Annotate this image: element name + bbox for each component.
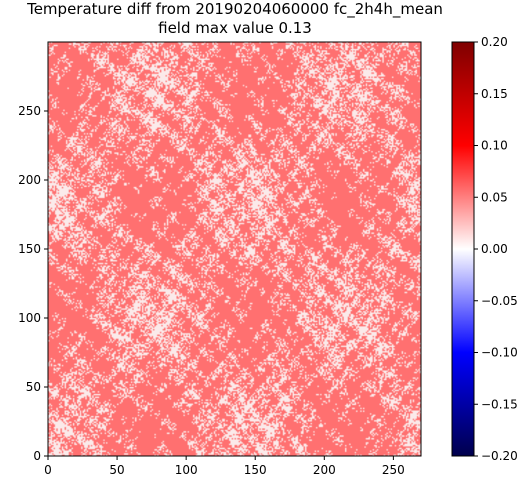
- x-tick-label: 100: [175, 463, 198, 477]
- x-tick-label: 150: [244, 463, 267, 477]
- y-tick-label: 250: [18, 104, 41, 118]
- heatmap-cells: [48, 42, 421, 456]
- colorbar-tick-label: −0.05: [481, 294, 518, 308]
- colorbar-tick-label: 0.15: [481, 87, 508, 101]
- colorbar-tick-label: 0.10: [481, 139, 508, 153]
- y-axis: 0 50 100 150 200 250: [18, 104, 48, 463]
- colorbar: 0.20 0.15 0.10 0.05 0.00 −0.05 −0.10 −0.15 −0.20: [451, 35, 518, 463]
- heatmap-plot: [47, 41, 422, 457]
- colorbar-tick-label: −0.20: [481, 449, 518, 463]
- colorbar-tick-label: 0.20: [481, 35, 508, 49]
- colorbar-tick-label: −0.15: [481, 397, 518, 411]
- chart-title: Temperature diff from 20190204060000 fc_…: [27, 0, 443, 18]
- x-axis: 0 50 100 150 200 250: [44, 456, 405, 477]
- colorbar-ticks: 0.20 0.15 0.10 0.05 0.00 −0.05 −0.10 −0.15 −0.20: [474, 35, 518, 463]
- y-tick-label: 100: [18, 311, 41, 325]
- y-tick-label: 150: [18, 242, 41, 256]
- y-tick-label: 50: [26, 380, 41, 394]
- colorbar-tick-label: 0.05: [481, 190, 508, 204]
- x-tick-label: 0: [44, 463, 52, 477]
- colorbar-scale: [451, 41, 475, 457]
- y-tick-label: 200: [18, 173, 41, 187]
- x-tick-label: 250: [382, 463, 405, 477]
- colorbar-tick-label: 0.00: [481, 242, 508, 256]
- x-tick-label: 50: [109, 463, 124, 477]
- chart-subtitle: field max value 0.13: [158, 19, 312, 37]
- colorbar-tick-label: −0.10: [481, 346, 518, 360]
- y-tick-label: 0: [33, 449, 41, 463]
- x-tick-label: 200: [313, 463, 336, 477]
